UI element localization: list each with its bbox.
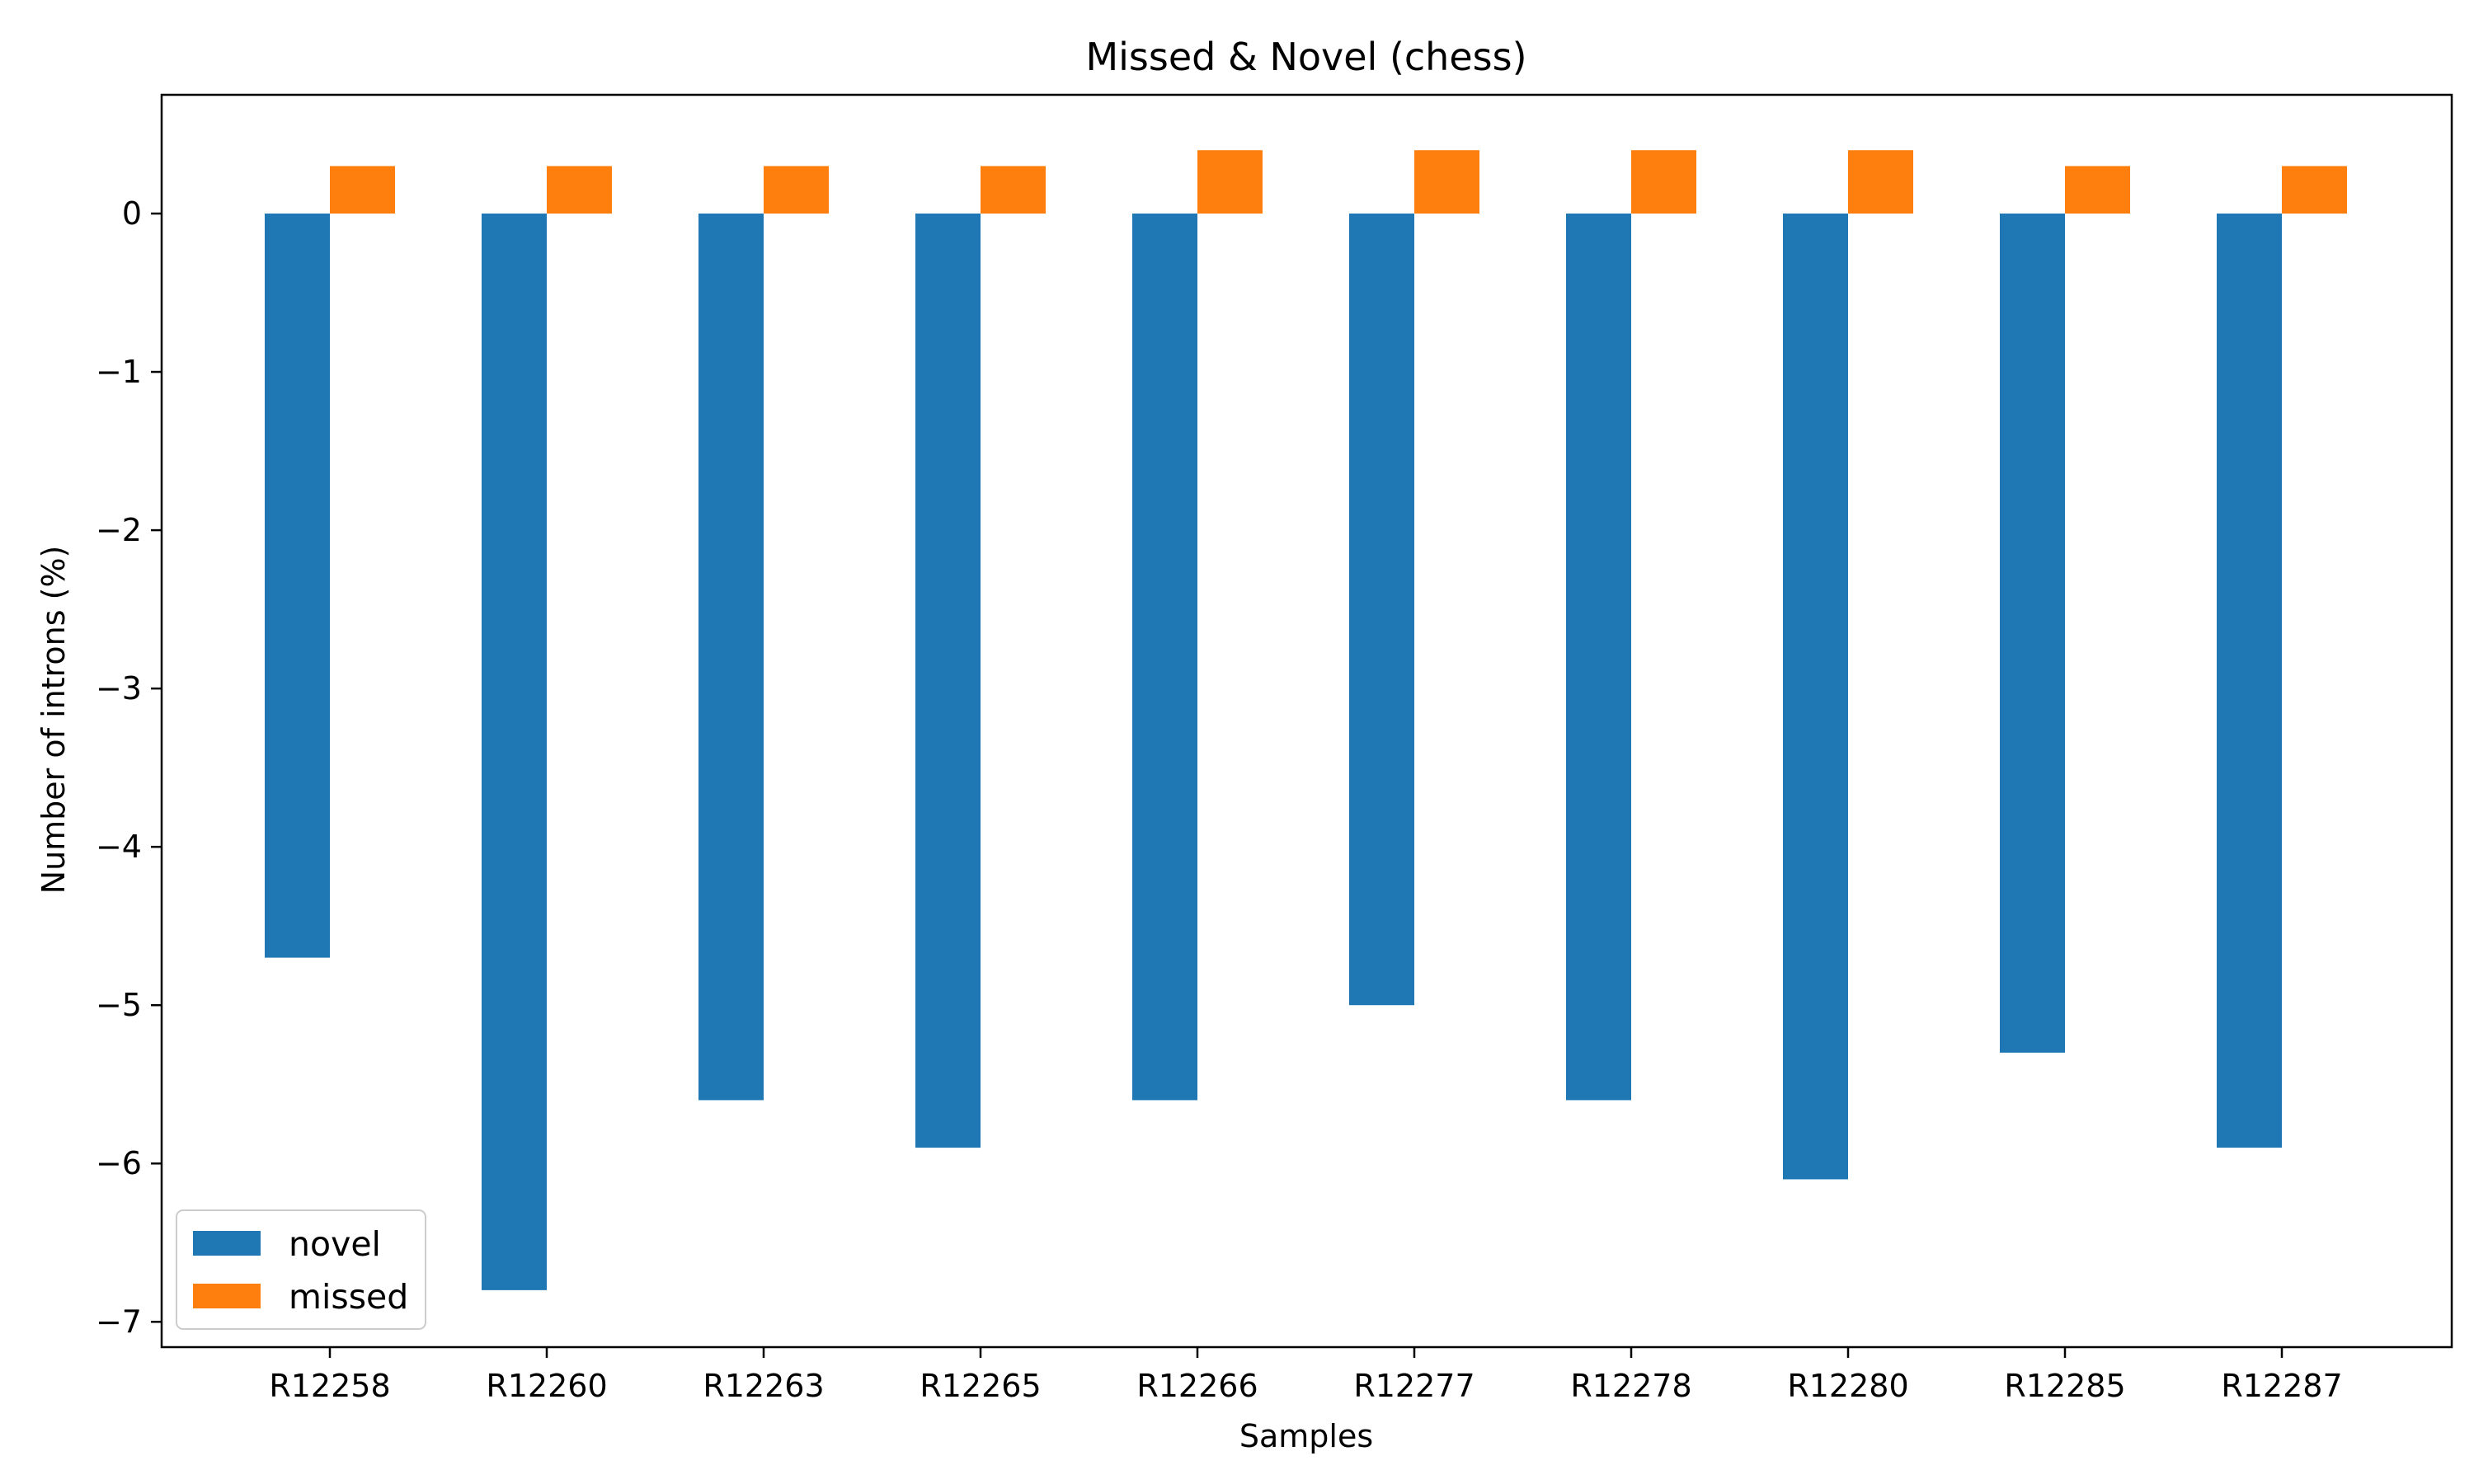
bar-novel-R12278 [1566, 214, 1631, 1101]
bar-novel-R12277 [1349, 214, 1414, 1006]
legend-label-missed: missed [289, 1277, 408, 1317]
bar-novel-R12287 [2217, 214, 2282, 1148]
bar-novel-R12260 [482, 214, 547, 1290]
x-tick-label: R12278 [1570, 1368, 1691, 1404]
y-tick-label: −4 [96, 829, 142, 865]
plot-frame [160, 93, 2453, 1349]
x-tick-label: R12285 [2004, 1368, 2125, 1404]
bar-novel-R12280 [1783, 214, 1848, 1180]
x-tick-label: R12258 [269, 1368, 390, 1404]
bar-missed-R12266 [1197, 150, 1263, 214]
legend: novel missed [176, 1209, 426, 1330]
chart-title: Missed & Novel (chess) [1085, 35, 1526, 79]
x-tick-label: R12265 [920, 1368, 1041, 1404]
bar-novel-R12265 [915, 214, 981, 1148]
y-tick-label: 0 [122, 195, 142, 232]
x-tick-label: R12280 [1787, 1368, 1908, 1404]
y-tick-label: −1 [96, 354, 142, 390]
x-tick-label: R12266 [1136, 1368, 1258, 1404]
y-axis-label: Number of introns (%) [35, 546, 72, 895]
bar-missed-R12263 [764, 166, 829, 214]
bar-missed-R12280 [1848, 150, 1913, 214]
y-tick-label: −3 [96, 670, 142, 707]
bar-missed-R12278 [1631, 150, 1696, 214]
y-axis: 0 −1 −2 −3 −4 −5 −6 −7 [96, 195, 162, 1340]
bar-novel-R12258 [265, 214, 330, 958]
y-tick-label: −7 [96, 1303, 142, 1340]
bars-layer [265, 150, 2347, 1290]
bar-missed-R12277 [1414, 150, 1479, 214]
y-tick-label: −6 [96, 1145, 142, 1181]
legend-label-novel: novel [289, 1224, 381, 1264]
legend-swatch-novel [193, 1231, 261, 1256]
bar-missed-R12260 [547, 166, 612, 214]
x-tick-label: R12287 [2221, 1368, 2342, 1404]
y-tick-label: −2 [96, 512, 142, 548]
bar-missed-R12287 [2282, 166, 2347, 214]
bar-novel-R12263 [698, 214, 764, 1101]
x-tick-label: R12263 [703, 1368, 824, 1404]
bar-missed-R12258 [330, 166, 395, 214]
bar-missed-R12285 [2065, 166, 2130, 214]
bar-missed-R12265 [981, 166, 1046, 214]
bar-novel-R12266 [1132, 214, 1197, 1101]
x-axis-label: Samples [1239, 1418, 1373, 1454]
x-tick-label: R12277 [1353, 1368, 1475, 1404]
x-axis: R12258 R12260 R12263 R12265 R12266 R12277 R122… [269, 1347, 2343, 1404]
bar-novel-R12285 [2000, 214, 2065, 1053]
y-tick-label: −5 [96, 987, 142, 1023]
x-tick-label: R12260 [486, 1368, 607, 1404]
legend-swatch-missed [193, 1284, 261, 1308]
